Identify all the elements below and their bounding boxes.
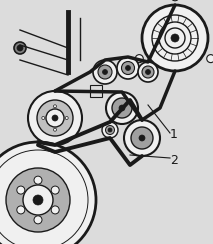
Circle shape: [117, 57, 139, 79]
Circle shape: [112, 98, 132, 118]
Circle shape: [17, 45, 23, 51]
Circle shape: [121, 61, 134, 74]
Circle shape: [142, 66, 154, 78]
Circle shape: [51, 186, 59, 194]
Circle shape: [171, 34, 179, 42]
Circle shape: [23, 185, 53, 215]
Circle shape: [0, 142, 96, 244]
Circle shape: [135, 55, 143, 63]
Circle shape: [138, 62, 158, 82]
Circle shape: [98, 65, 112, 79]
Circle shape: [108, 128, 112, 132]
Circle shape: [65, 116, 68, 120]
Circle shape: [105, 125, 115, 134]
Circle shape: [46, 109, 64, 127]
Circle shape: [51, 206, 59, 214]
Circle shape: [53, 105, 56, 108]
Circle shape: [37, 100, 73, 136]
Circle shape: [52, 115, 58, 121]
Circle shape: [14, 42, 26, 54]
Circle shape: [171, 0, 179, 1]
Circle shape: [139, 135, 145, 141]
Circle shape: [28, 91, 82, 145]
Circle shape: [102, 70, 108, 74]
Circle shape: [42, 116, 45, 120]
Circle shape: [53, 128, 56, 131]
Circle shape: [102, 122, 118, 138]
Circle shape: [17, 186, 25, 194]
Circle shape: [145, 70, 151, 74]
Circle shape: [106, 92, 138, 124]
Circle shape: [93, 60, 117, 84]
Circle shape: [6, 168, 70, 232]
Circle shape: [142, 5, 208, 71]
Circle shape: [131, 127, 153, 149]
Circle shape: [33, 195, 43, 205]
Circle shape: [34, 216, 42, 224]
Circle shape: [124, 120, 160, 156]
Circle shape: [207, 55, 213, 63]
Circle shape: [119, 105, 125, 111]
Text: 1: 1: [170, 129, 178, 142]
Circle shape: [17, 206, 25, 214]
Text: 2: 2: [170, 153, 178, 166]
Circle shape: [125, 65, 131, 71]
Circle shape: [165, 28, 185, 48]
Circle shape: [34, 176, 42, 184]
